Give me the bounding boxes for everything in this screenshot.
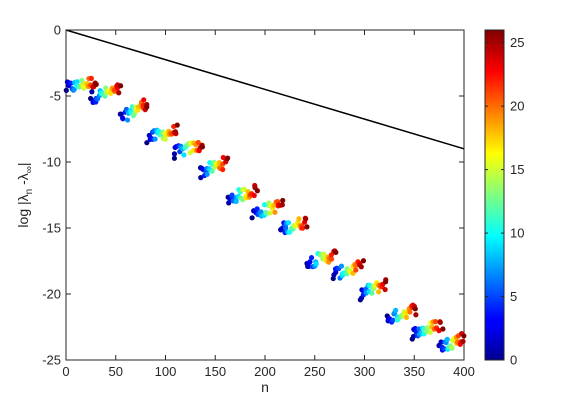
colorbar-tick-label: 10 [510, 226, 524, 241]
data-point [314, 261, 319, 266]
colorbar-tick-label: 0 [510, 353, 517, 368]
data-point [428, 330, 433, 335]
data-point [120, 116, 125, 121]
data-point [296, 216, 301, 221]
plot-area: 0 50 100 150 200 250 300 350 400 0 -5 -10 -15 -20 -25 [42, 23, 475, 380]
data-point [220, 167, 225, 172]
data-point [413, 312, 418, 317]
colorbar: 0 5 10 15 20 25 [485, 30, 524, 368]
y-tick-label: -10 [42, 155, 61, 170]
data-point [89, 76, 94, 81]
data-point [383, 287, 388, 292]
data-point [369, 291, 374, 296]
colorbar-tick-label: 25 [510, 35, 524, 50]
data-point [280, 198, 285, 203]
data-point [333, 250, 338, 255]
data-point [125, 117, 130, 122]
x-tick-label: 400 [453, 364, 475, 379]
data-point [64, 88, 69, 93]
data-point [361, 258, 366, 263]
data-point [172, 151, 177, 156]
data-point [173, 129, 178, 134]
data-point [438, 320, 443, 325]
data-point [304, 224, 309, 229]
data-point [359, 264, 364, 269]
data-point [89, 89, 94, 94]
data-point [152, 136, 157, 141]
colorbar-tick-label: 5 [510, 289, 517, 304]
x-tick-label: 0 [62, 364, 69, 379]
data-point [116, 90, 121, 95]
data-point [445, 337, 450, 342]
data-point [234, 199, 239, 204]
data-point [200, 144, 205, 149]
data-point [353, 267, 358, 272]
x-tick-label: 300 [354, 364, 376, 379]
data-point [460, 339, 465, 344]
data-point [255, 188, 260, 193]
y-tick-label: 0 [54, 23, 61, 38]
data-point [118, 83, 123, 88]
data-point [172, 156, 177, 161]
data-point [413, 306, 418, 311]
x-tick-label: 150 [204, 364, 226, 379]
y-tick-label: -25 [42, 353, 61, 368]
data-point [163, 137, 168, 142]
x-axis-label: n [261, 379, 269, 395]
data-point [309, 255, 314, 260]
x-tick-label: 350 [403, 364, 425, 379]
y-tick-label: -15 [42, 221, 61, 236]
x-tick-label: 100 [155, 364, 177, 379]
data-point [225, 155, 230, 160]
y-tick-label: -5 [49, 89, 61, 104]
colorbar-tick-label: 15 [510, 162, 524, 177]
data-point [404, 315, 409, 320]
y-tick-label: -20 [42, 287, 61, 302]
data-point [407, 309, 412, 314]
data-point [440, 326, 445, 331]
data-point [286, 220, 291, 225]
data-point [383, 279, 388, 284]
data-point [433, 319, 438, 324]
data-point [393, 308, 398, 313]
data-point [461, 333, 466, 338]
data-point [449, 344, 454, 349]
data-point [272, 210, 277, 215]
data-point [252, 193, 257, 198]
data-point [249, 215, 254, 220]
data-point [205, 172, 210, 177]
data-point [181, 152, 186, 157]
data-point [94, 82, 99, 87]
data-point [141, 97, 146, 102]
data-point [303, 216, 308, 221]
colorbar-gradient [485, 30, 504, 360]
data-point [339, 264, 344, 269]
data-point [300, 226, 305, 231]
y-axis-label: log |λn -λ∞| [15, 162, 35, 227]
data-point [267, 210, 272, 215]
data-point [144, 104, 149, 109]
data-point [376, 289, 381, 294]
x-tick-label: 200 [254, 364, 276, 379]
colorbar-tick-label: 20 [510, 99, 524, 114]
data-point [175, 123, 180, 128]
x-tick-label: 250 [304, 364, 326, 379]
x-tick-label: 50 [109, 364, 123, 379]
